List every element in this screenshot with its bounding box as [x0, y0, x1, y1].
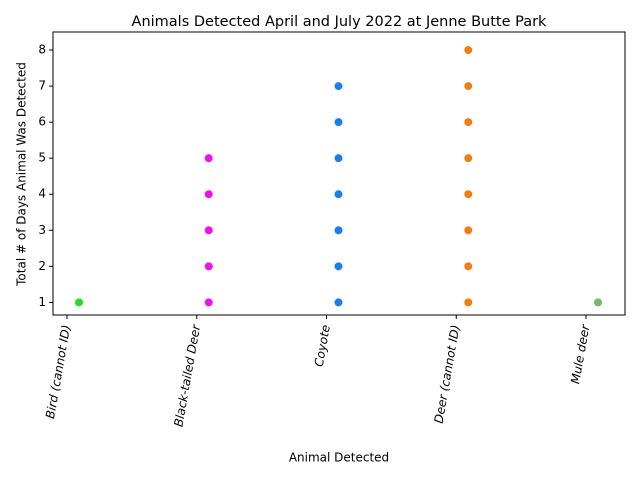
- y-tick-label: 2: [38, 259, 46, 273]
- point: [463, 81, 473, 91]
- point: [333, 297, 344, 307]
- point: [204, 153, 214, 163]
- x-tick-label: Bird (cannot ID): [43, 324, 73, 420]
- point: [463, 45, 473, 55]
- y-tick-label: 4: [38, 187, 46, 201]
- x-tick-label: Mule deer: [568, 323, 592, 385]
- point: [74, 297, 84, 307]
- point: [204, 225, 214, 235]
- point: [593, 297, 603, 307]
- point: [204, 261, 214, 271]
- point: [204, 189, 214, 199]
- y-tick-label: 8: [38, 43, 46, 57]
- plot-frame: [52, 31, 626, 316]
- point: [333, 261, 344, 271]
- point: [333, 189, 344, 199]
- point: [463, 225, 473, 235]
- point: [463, 117, 473, 127]
- chart-title: Animals Detected April and July 2022 at …: [132, 14, 548, 30]
- y-tick-label: 7: [38, 79, 46, 93]
- x-tick-label: Coyote: [312, 324, 333, 368]
- point: [333, 117, 344, 127]
- x-tick-label: Black-tailed Deer: [171, 323, 203, 428]
- x-tick-label: Deer (cannot ID): [432, 324, 463, 425]
- point: [463, 189, 473, 199]
- x-axis-label: Animal Detected: [289, 451, 389, 465]
- point: [333, 153, 344, 163]
- y-tick-label: 3: [38, 223, 46, 237]
- point: [204, 297, 214, 307]
- point: [463, 153, 473, 163]
- point: [463, 261, 473, 271]
- y-tick-label: 5: [38, 151, 46, 165]
- y-tick-label: 6: [38, 115, 46, 129]
- point: [333, 81, 344, 91]
- point: [333, 225, 344, 235]
- y-tick-label: 1: [38, 295, 46, 309]
- point: [463, 297, 473, 307]
- y-axis-label: Total # of Days Animal Was Detected: [15, 62, 29, 287]
